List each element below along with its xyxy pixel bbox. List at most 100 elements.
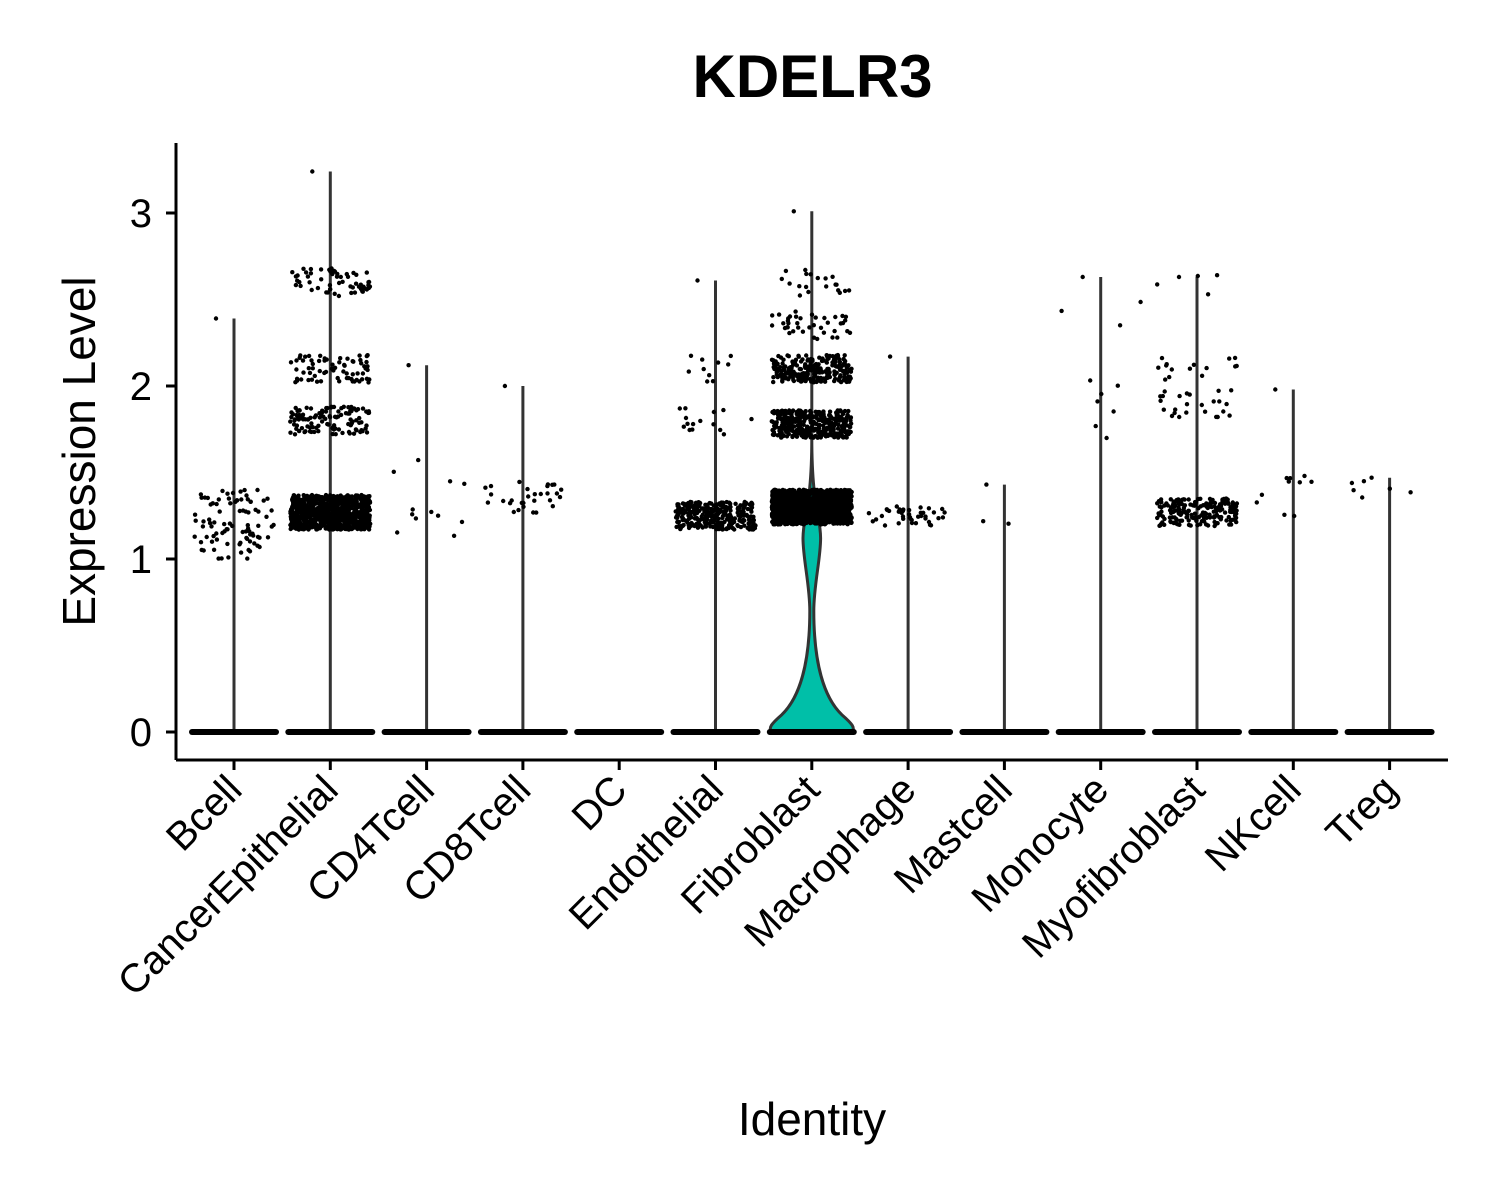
point	[1159, 509, 1164, 514]
point	[309, 377, 315, 382]
point	[1199, 513, 1204, 518]
point	[1408, 490, 1413, 495]
point	[346, 526, 352, 531]
point	[1199, 402, 1205, 408]
point	[906, 507, 912, 513]
point	[774, 372, 779, 377]
point	[838, 414, 843, 419]
point	[359, 428, 364, 433]
point	[792, 430, 797, 435]
point	[716, 516, 721, 521]
point	[1351, 488, 1356, 493]
point	[521, 500, 526, 506]
point	[736, 513, 741, 518]
point	[327, 496, 332, 501]
point	[1213, 521, 1219, 527]
point	[1210, 497, 1215, 503]
point	[814, 415, 819, 421]
zero-points-treg	[1344, 729, 1435, 735]
point	[710, 524, 716, 530]
point	[501, 498, 506, 504]
point	[341, 404, 346, 409]
point	[894, 504, 899, 509]
point	[712, 515, 717, 521]
point	[243, 509, 248, 514]
point	[338, 356, 343, 361]
point	[926, 519, 932, 525]
point	[926, 506, 932, 511]
point	[777, 427, 783, 432]
point	[690, 427, 695, 432]
point	[800, 497, 805, 503]
point	[827, 413, 833, 418]
point	[827, 417, 832, 422]
point	[819, 358, 825, 364]
point	[340, 430, 345, 436]
point	[315, 285, 321, 291]
point	[322, 356, 327, 361]
point	[228, 501, 233, 506]
point	[346, 494, 351, 500]
point	[817, 430, 822, 436]
point	[807, 325, 812, 330]
point	[831, 488, 836, 493]
point	[1157, 504, 1163, 509]
point	[363, 510, 369, 515]
point	[794, 409, 799, 415]
point	[1138, 299, 1143, 305]
point	[1171, 509, 1176, 515]
point	[348, 422, 354, 427]
point	[327, 493, 333, 498]
point	[357, 353, 362, 358]
point	[1199, 373, 1205, 378]
point	[360, 520, 365, 525]
point	[237, 542, 242, 547]
point	[830, 335, 835, 340]
point	[795, 521, 800, 526]
point	[318, 353, 323, 358]
point	[822, 508, 827, 513]
point	[744, 512, 749, 518]
point	[352, 290, 358, 295]
point	[301, 510, 306, 516]
point	[793, 514, 799, 519]
point	[921, 510, 926, 515]
point	[207, 520, 213, 526]
point	[1160, 520, 1165, 525]
point	[675, 503, 680, 509]
point	[332, 291, 337, 296]
point	[1157, 523, 1162, 528]
point	[776, 496, 782, 501]
point	[1202, 512, 1208, 517]
point	[366, 501, 371, 506]
point	[317, 368, 322, 374]
point	[688, 353, 694, 358]
point	[327, 283, 333, 288]
point	[843, 488, 848, 493]
point	[238, 550, 244, 555]
point	[320, 408, 325, 413]
point	[1360, 495, 1365, 500]
y-axis-label: Expression Level	[53, 276, 105, 626]
point	[831, 427, 836, 432]
point	[720, 515, 725, 521]
point	[698, 418, 703, 424]
point	[238, 489, 243, 494]
point	[1202, 409, 1208, 414]
point	[346, 429, 352, 435]
point	[340, 279, 345, 284]
point	[291, 521, 296, 526]
point	[303, 270, 309, 275]
point	[534, 510, 539, 515]
point	[834, 410, 839, 415]
point	[742, 523, 747, 528]
point	[1288, 476, 1293, 481]
point	[526, 494, 531, 499]
point	[516, 507, 521, 513]
point	[829, 503, 834, 509]
point	[299, 377, 304, 382]
point	[837, 501, 842, 506]
point	[1224, 401, 1229, 407]
point	[237, 508, 242, 514]
point	[829, 500, 834, 505]
